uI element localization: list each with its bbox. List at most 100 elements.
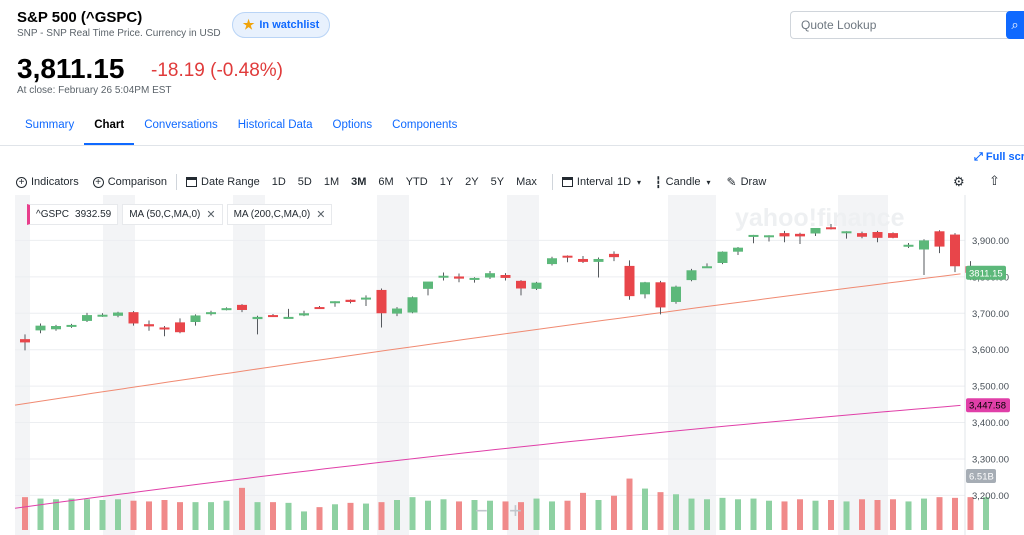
last-price-label: 3811.15 (969, 268, 1003, 279)
legend-symbol-name: ^GSPC (36, 209, 70, 220)
candle-body (671, 286, 681, 302)
candle-body (779, 233, 790, 237)
candle (159, 326, 170, 337)
range-6m[interactable]: 6M (378, 176, 394, 188)
comparison-button[interactable]: + Comparison (92, 176, 167, 188)
candle-body (578, 258, 588, 262)
candle (175, 318, 185, 334)
tabs-divider (0, 145, 1024, 146)
range-1d[interactable]: 1D (271, 176, 286, 188)
month-band (103, 195, 135, 535)
tab-historical-data[interactable]: Historical Data (237, 119, 313, 131)
volume-bar (471, 500, 478, 530)
range-ytd[interactable]: YTD (405, 176, 428, 188)
candle-body (82, 315, 92, 321)
watchlist-button[interactable]: ★ In watchlist (232, 12, 330, 38)
candle (934, 230, 945, 254)
close-icon[interactable]: ✕ (206, 209, 216, 221)
candle-body (500, 275, 511, 278)
volume-bar (68, 498, 75, 530)
volume-bar (130, 500, 137, 530)
candle-body (655, 282, 666, 308)
range-5d[interactable]: 5D (297, 176, 312, 188)
candle (407, 296, 418, 314)
gear-icon[interactable]: ⚙ (953, 174, 965, 189)
volume-bar (936, 497, 943, 530)
range-5y[interactable]: 5Y (490, 176, 505, 188)
range-3m[interactable]: 3M (351, 176, 367, 188)
legend-symbol[interactable]: ^GSPC 3932.59 (27, 204, 119, 225)
volume-bar (905, 501, 912, 530)
interval-value: 1D (616, 176, 632, 188)
candle (686, 268, 697, 282)
range-1m[interactable]: 1M (323, 176, 340, 188)
date-range-button[interactable]: Date Range (186, 176, 260, 188)
candle (345, 299, 356, 304)
candle (82, 312, 92, 323)
zoom-out-icon[interactable]: − (475, 498, 488, 523)
candle (221, 307, 232, 311)
volume-bar (580, 492, 586, 530)
range-1y[interactable]: 1Y (439, 176, 454, 188)
range-2y[interactable]: 2Y (465, 176, 479, 188)
quote-lookup (790, 11, 1024, 39)
chart-toolbar: + Indicators + Comparison Date Range 1D … (16, 173, 766, 191)
tab-chart[interactable]: Chart (84, 109, 135, 146)
zoom-controls: − + (475, 498, 522, 523)
candle-body (764, 235, 774, 238)
legend-ma200[interactable]: MA (200,C,MA,0) ✕ (226, 204, 333, 225)
tab-components[interactable]: Components (392, 119, 458, 131)
tab-options[interactable]: Options (332, 119, 373, 131)
candle-button[interactable]: ┇ Candle ▾ (655, 176, 711, 189)
fullscreen-button[interactable]: ⤢ Full scr (974, 151, 1024, 164)
candle (97, 313, 108, 317)
fullscreen-label: Full scr (985, 151, 1024, 163)
ma200-flag-bg (966, 398, 1010, 413)
candle-body (485, 273, 495, 278)
draw-button[interactable]: ✎ Draw (727, 175, 767, 189)
candle-body (423, 281, 433, 289)
volume-bar (316, 507, 323, 530)
candle-body (733, 247, 743, 252)
candle (950, 233, 960, 273)
tab-summary[interactable]: Summary (25, 119, 75, 131)
legend-ma50[interactable]: MA (50,C,MA,0) ✕ (122, 204, 223, 225)
search-button[interactable]: ⌕ (1006, 11, 1024, 39)
candle-body (345, 299, 356, 302)
tab-conversations[interactable]: Conversations (144, 119, 218, 131)
last-price-flag-bg (966, 265, 1006, 280)
candle-body (330, 301, 340, 304)
zoom-in-icon[interactable]: + (509, 498, 522, 523)
volume-bar (394, 500, 400, 530)
volume-bar (890, 499, 896, 530)
volume-bar (254, 502, 261, 530)
price-chart[interactable]: yahoo!finance − + 3,900.003,800.003,700.… (0, 195, 1024, 535)
candle-body (175, 322, 185, 333)
indicators-button[interactable]: + Indicators (16, 176, 79, 188)
candle (206, 310, 216, 316)
price-change: -18.19 (-0.48%) (151, 60, 284, 81)
candle (531, 281, 542, 290)
volume-bar (874, 500, 881, 530)
y-tick-label: 3,600.00 (972, 345, 1009, 356)
volume-bar (487, 500, 493, 530)
candle (516, 280, 526, 296)
chart-legend: ^GSPC 3932.59 MA (50,C,MA,0) ✕ MA (200,C… (27, 204, 333, 225)
candle-body (159, 327, 170, 330)
candle (35, 323, 46, 334)
volume-bar (673, 494, 679, 530)
volume-bar (239, 487, 245, 530)
legend-symbol-value: 3932.59 (75, 209, 112, 220)
candle (299, 310, 309, 317)
candle (51, 324, 61, 331)
volume-bar (642, 488, 648, 530)
interval-button[interactable]: Interval 1D ▾ (561, 176, 641, 188)
close-icon[interactable]: ✕ (316, 209, 326, 221)
ma200-value-label: 3,447.58 (969, 401, 1006, 412)
range-max[interactable]: Max (516, 176, 537, 188)
candle (423, 281, 433, 296)
ma200-line (14, 404, 961, 509)
candle (888, 232, 898, 239)
share-icon[interactable]: ⇧ (989, 173, 1000, 188)
search-input[interactable] (791, 12, 1006, 38)
